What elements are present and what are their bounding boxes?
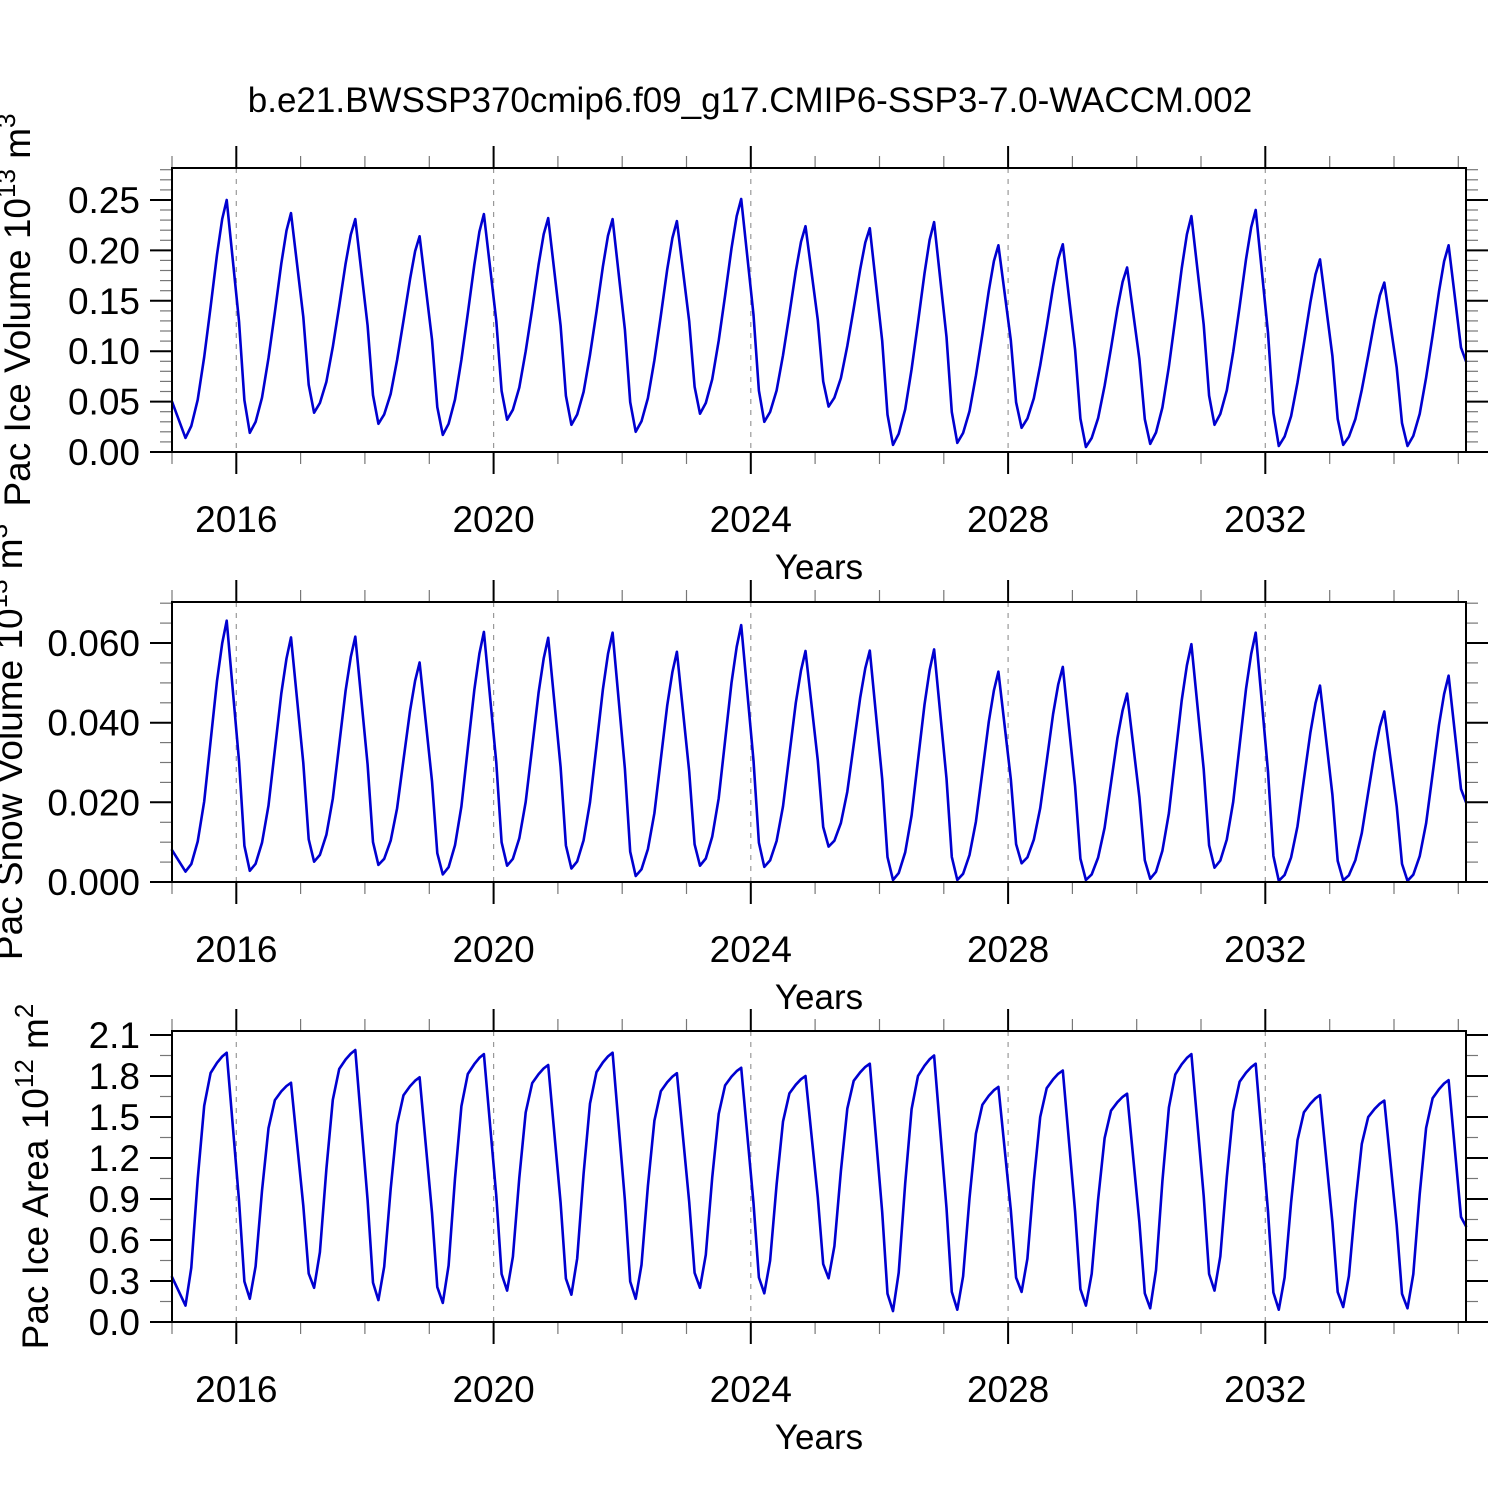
- data-line-pac-ice-area: [170, 1048, 1468, 1313]
- y-tick-label: 0.020: [47, 782, 140, 823]
- y-tick-label: 0.00: [68, 432, 140, 473]
- x-tick-label: 2016: [195, 929, 277, 970]
- y-tick-label: 0.0: [89, 1302, 140, 1343]
- x-tick-label: 2024: [710, 929, 792, 970]
- y-tick-label: 1.2: [89, 1138, 140, 1179]
- x-axis-title: Years: [775, 548, 863, 587]
- x-tick-label: 2024: [710, 499, 792, 540]
- x-axis-title: Years: [775, 978, 863, 1017]
- panel-pac-snow-volume: 2016 2020 2024 2028 2032 Years 0.000 0.020 0.040…: [0, 524, 1488, 1017]
- x-tick-label: 2028: [967, 1369, 1049, 1410]
- y-tick-label: 0.060: [47, 623, 140, 664]
- chart-title: b.e21.BWSSP370cmip6.f09_g17.CMIP6-SSP3-7…: [248, 81, 1252, 120]
- y-tick-label: 0.040: [47, 703, 140, 744]
- plot-frame: [171, 601, 1467, 883]
- y-tick-label: 0.000: [47, 862, 140, 903]
- x-tick-label: 2032: [1224, 499, 1306, 540]
- y-axis-title: Pac Ice Area 1012 m2: [9, 1004, 56, 1350]
- panel-pac-ice-area: 2016 2020 2024 2028 2032 Years 0.00.30.60.91.2…: [9, 1004, 1488, 1457]
- plot-frame: [171, 1030, 1467, 1323]
- y-tick-label: 1.5: [89, 1097, 140, 1138]
- y-tick-label: 0.25: [68, 180, 140, 221]
- x-tick-label: 2016: [195, 1369, 277, 1410]
- y-axis-title: Pac Ice Volume 1013 m3: [0, 113, 38, 506]
- data-line-pac-snow-volume: [170, 619, 1468, 883]
- y-tick-label: 1.8: [89, 1056, 140, 1097]
- x-tick-label: 2028: [967, 929, 1049, 970]
- y-tick-label: 0.10: [68, 331, 140, 372]
- y-tick-label: 0.9: [89, 1179, 140, 1220]
- y-tick-label: 0.15: [68, 281, 140, 322]
- plot-frame: [171, 167, 1467, 453]
- x-tick-label: 2028: [967, 499, 1049, 540]
- y-tick-label: 0.05: [68, 382, 140, 423]
- y-tick-label: 0.20: [68, 230, 140, 271]
- x-tick-label: 2020: [452, 1369, 534, 1410]
- y-tick-label: 0.6: [89, 1220, 140, 1261]
- x-tick-label: 2032: [1224, 929, 1306, 970]
- data-line-pac-ice-volume: [170, 197, 1468, 449]
- y-tick-label: 2.1: [89, 1015, 140, 1056]
- x-tick-label: 2020: [452, 499, 534, 540]
- x-tick-label: 2016: [195, 499, 277, 540]
- x-tick-label: 2032: [1224, 1369, 1306, 1410]
- x-tick-label: 2020: [452, 929, 534, 970]
- y-axis-title: Pac Snow Volume 1013 m3: [0, 524, 30, 960]
- y-tick-label: 0.3: [89, 1261, 140, 1302]
- panel-pac-ice-volume: 2016 2020 2024 2028 2032 Years 0.00 0.05 0.10 0.1…: [0, 113, 1488, 587]
- x-axis-title: Years: [775, 1418, 863, 1457]
- x-tick-label: 2024: [710, 1369, 792, 1410]
